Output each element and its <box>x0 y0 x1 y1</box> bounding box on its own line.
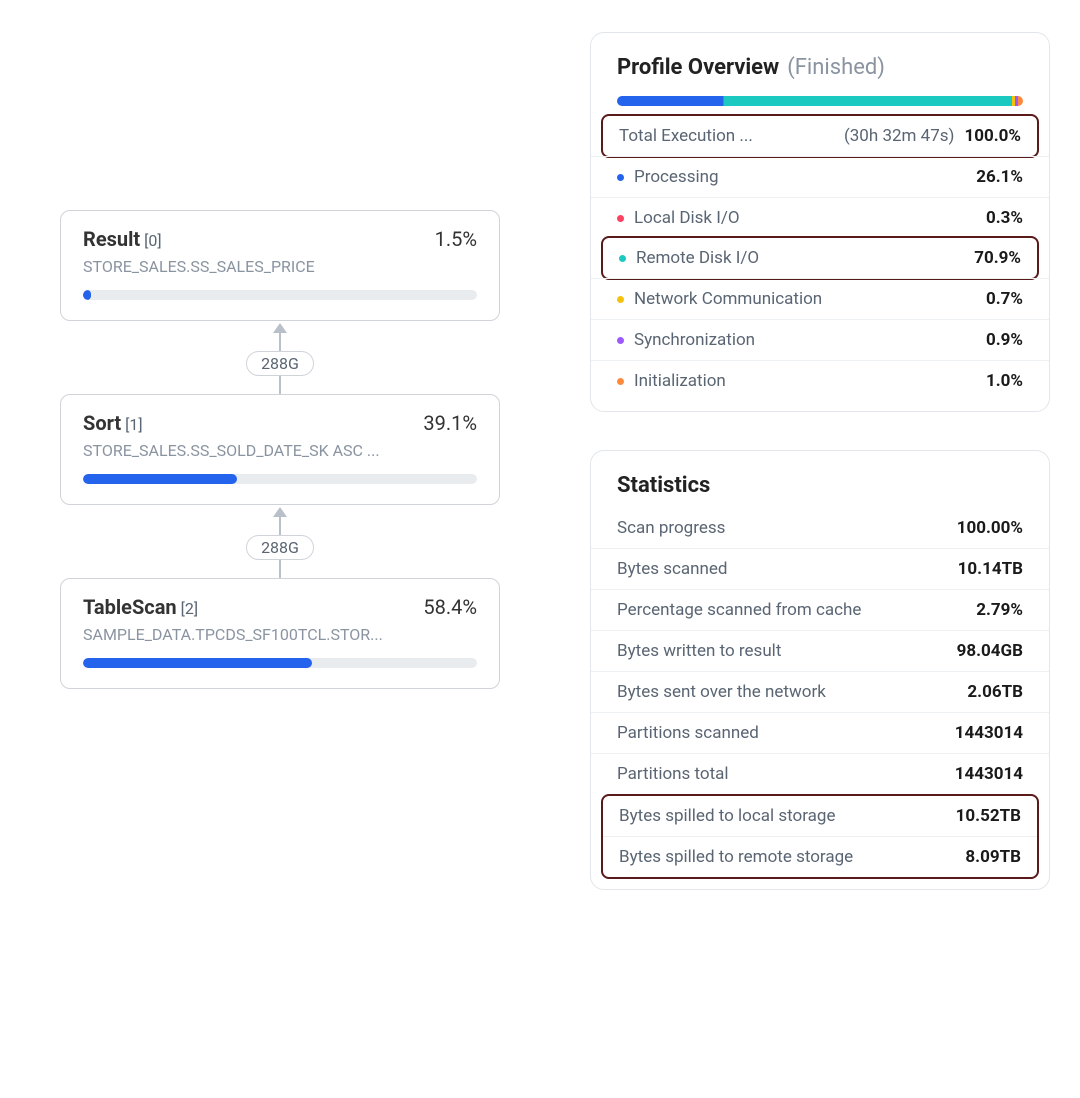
stat-label: Scan progress <box>617 518 725 538</box>
legend-dot-icon <box>617 296 624 303</box>
profile-status: (Finished) <box>787 55 885 80</box>
statistics-title: Statistics <box>617 473 710 498</box>
statistics-panel: Statistics Scan progress 100.00% Bytes sca… <box>590 450 1050 890</box>
stat-value: 1443014 <box>955 764 1023 784</box>
profile-row-value: 100.0% <box>964 126 1021 146</box>
stat-label: Partitions total <box>617 764 729 784</box>
arrow-up-icon <box>273 507 287 517</box>
profile-row-value: 26.1% <box>976 167 1023 187</box>
profile-row-value: 0.7% <box>986 289 1023 309</box>
profile-bar-segment <box>1018 96 1022 106</box>
stat-value: 2.06TB <box>967 682 1023 702</box>
profile-row: Remote Disk I/O 70.9% <box>601 236 1039 280</box>
profile-overview-panel: Profile Overview (Finished) Total Execut… <box>590 32 1050 412</box>
plan-edge: 288G <box>60 321 500 394</box>
stat-label: Partitions scanned <box>617 723 759 743</box>
stat-value: 100.00% <box>957 518 1023 538</box>
stat-row: Partitions total 1443014 <box>591 753 1049 794</box>
plan-node-bar <box>83 658 477 668</box>
profile-title: Profile Overview <box>617 55 779 80</box>
query-plan-tree: Result [0] 1.5% STORE_SALES.SS_SALES_PRICE… <box>0 0 560 1098</box>
plan-node-percent: 58.4% <box>423 595 477 619</box>
stat-value: 10.52TB <box>956 806 1021 826</box>
stat-row: Partitions scanned 1443014 <box>591 712 1049 753</box>
plan-node-index: [1] <box>125 415 142 434</box>
plan-node[interactable]: Result [0] 1.5% STORE_SALES.SS_SALES_PRICE <box>60 210 500 321</box>
profile-row: Local Disk I/O 0.3% <box>591 197 1049 238</box>
plan-node-percent: 1.5% <box>435 227 477 251</box>
profile-row-value: 0.3% <box>986 208 1023 228</box>
stat-label: Bytes spilled to remote storage <box>619 847 853 867</box>
plan-node-title: Sort <box>83 411 121 435</box>
profile-row: Processing 26.1% <box>591 156 1049 197</box>
profile-row-label: Total Execution ... <box>619 126 753 146</box>
profile-row-label: Processing <box>634 167 719 187</box>
profile-bar-segment <box>617 96 723 106</box>
arrow-up-icon <box>273 323 287 333</box>
legend-dot-icon <box>619 255 626 262</box>
legend-dot-icon <box>617 215 624 222</box>
legend-dot-icon <box>617 174 624 181</box>
stat-label: Bytes scanned <box>617 559 728 579</box>
stat-value: 98.04GB <box>957 641 1023 661</box>
stat-row: Bytes spilled to remote storage 8.09TB <box>603 836 1037 877</box>
legend-dot-icon <box>617 378 624 385</box>
plan-node-index: [0] <box>144 231 161 250</box>
profile-bar-segment <box>724 96 1012 106</box>
plan-edge-label: 288G <box>246 351 314 376</box>
profile-row: Synchronization 0.9% <box>591 319 1049 360</box>
stat-value: 2.79% <box>976 600 1023 620</box>
plan-node-percent: 39.1% <box>423 411 477 435</box>
stat-row: Bytes sent over the network 2.06TB <box>591 671 1049 712</box>
plan-node-index: [2] <box>181 599 198 618</box>
plan-node[interactable]: TableScan [2] 58.4% SAMPLE_DATA.TPCDS_SF10… <box>60 578 500 689</box>
plan-node-bar <box>83 474 477 484</box>
stat-value: 10.14TB <box>958 559 1023 579</box>
plan-edge-label: 288G <box>246 535 314 560</box>
stat-label: Percentage scanned from cache <box>617 600 861 620</box>
plan-node-title: TableScan <box>83 595 177 619</box>
stat-row: Bytes written to result 98.04GB <box>591 630 1049 671</box>
stat-value: 8.09TB <box>965 847 1021 867</box>
stat-label: Bytes written to result <box>617 641 781 661</box>
profile-row-label: Remote Disk I/O <box>636 248 759 268</box>
profile-row-value: 70.9% <box>974 248 1021 268</box>
profile-row: Initialization 1.0% <box>591 360 1049 401</box>
stat-row: Bytes spilled to local storage 10.52TB <box>603 796 1037 836</box>
stat-row: Bytes scanned 10.14TB <box>591 548 1049 589</box>
plan-edge: 288G <box>60 505 500 578</box>
profile-total-time: (30h 32m 47s) <box>844 126 955 146</box>
legend-dot-icon <box>617 337 624 344</box>
plan-node-bar <box>83 290 477 300</box>
plan-node[interactable]: Sort [1] 39.1% STORE_SALES.SS_SOLD_DATE_SK… <box>60 394 500 505</box>
profile-row-label: Synchronization <box>634 330 755 350</box>
profile-total-row: Total Execution ... (30h 32m 47s) 100.0% <box>601 114 1039 158</box>
plan-node-subtitle: SAMPLE_DATA.TPCDS_SF100TCL.STOR... <box>83 625 477 644</box>
plan-node-subtitle: STORE_SALES.SS_SALES_PRICE <box>83 257 477 276</box>
profile-row-label: Local Disk I/O <box>634 208 740 228</box>
plan-node-title: Result <box>83 227 140 251</box>
profile-row-value: 0.9% <box>986 330 1023 350</box>
profile-row-value: 1.0% <box>986 371 1023 391</box>
profile-row: Network Communication 0.7% <box>591 278 1049 319</box>
stat-row: Scan progress 100.00% <box>591 508 1049 548</box>
stat-row: Percentage scanned from cache 2.79% <box>591 589 1049 630</box>
profile-stacked-bar <box>617 96 1023 106</box>
stat-value: 1443014 <box>955 723 1023 743</box>
stat-highlight-group: Bytes spilled to local storage10.52TBByt… <box>601 794 1039 879</box>
profile-row-label: Network Communication <box>634 289 822 309</box>
stat-label: Bytes spilled to local storage <box>619 806 835 826</box>
plan-node-subtitle: STORE_SALES.SS_SOLD_DATE_SK ASC ... <box>83 441 477 460</box>
stat-label: Bytes sent over the network <box>617 682 826 702</box>
profile-row-label: Initialization <box>634 371 726 391</box>
